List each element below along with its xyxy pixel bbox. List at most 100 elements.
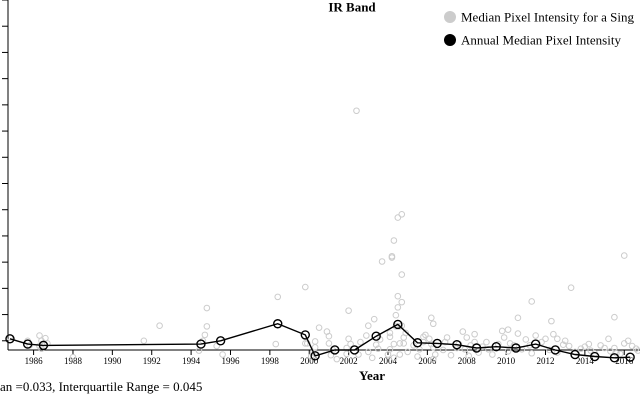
x-tick-label: 2006: [418, 356, 437, 366]
x-tick-label: 2014: [576, 356, 595, 366]
x-tick-label: 1998: [261, 356, 280, 366]
x-tick-label: 1996: [221, 356, 240, 366]
x-axis-label: Year: [359, 368, 385, 383]
scatter-point: [607, 347, 614, 355]
scatter-point: [443, 334, 451, 341]
scatter-point: [461, 346, 469, 353]
x-tick-label: 1988: [64, 356, 83, 366]
scatter-point: [203, 304, 211, 312]
scatter-point: [489, 351, 496, 358]
scatter-point: [634, 347, 640, 354]
scatter-point: [429, 320, 437, 328]
legend-marker: [444, 11, 456, 23]
scatter-point: [363, 332, 370, 339]
scatter-point: [374, 345, 382, 352]
scatter-point: [605, 335, 612, 343]
annual-median-marker: [625, 352, 635, 362]
scatter-point: [422, 331, 429, 339]
scatter-point: [378, 258, 386, 265]
scatter-point: [390, 237, 398, 244]
scatter-point: [498, 327, 506, 335]
scatter-point: [459, 328, 467, 335]
scatter-point: [483, 338, 490, 346]
scatter-point: [274, 293, 282, 301]
scatter-point: [390, 340, 398, 348]
annual-median-marker: [5, 334, 15, 344]
annual-median-marker: [570, 349, 580, 360]
scatter-point: [301, 283, 309, 291]
scatter-point: [479, 343, 486, 350]
scatter-point: [447, 351, 455, 359]
annual-median-marker: [609, 353, 620, 363]
scatter-point: [368, 354, 376, 362]
annual-median-marker: [22, 339, 33, 349]
scatter-point: [617, 350, 624, 358]
scatter-point: [400, 340, 408, 347]
scatter-point: [357, 338, 364, 346]
scatter-point: [353, 107, 360, 115]
chart-title: IR Band: [328, 0, 376, 15]
scatter-point: [333, 355, 341, 363]
scatter-point: [301, 340, 309, 347]
scatter-point: [392, 311, 400, 319]
scatter-point: [471, 330, 478, 338]
scatter-point: [504, 326, 512, 333]
scatter-point: [140, 337, 148, 345]
annual-median-marker: [590, 351, 600, 362]
scatter-point: [364, 322, 372, 330]
x-tick-label: 2000: [300, 356, 319, 366]
annual-median-marker: [452, 340, 462, 350]
scatter-point: [396, 340, 404, 347]
scatter-point: [420, 333, 427, 341]
annual-median-marker: [330, 345, 340, 355]
annual-median-marker: [412, 338, 423, 348]
scatter-point: [398, 211, 406, 218]
scatter-point: [347, 340, 354, 348]
scatter-point: [567, 284, 575, 292]
scatter-point: [156, 322, 163, 330]
annual-median-marker: [38, 340, 49, 351]
scatter-point: [463, 334, 471, 341]
x-tick-label: 1992: [143, 356, 161, 366]
scatter-point: [514, 314, 522, 322]
scatter-point: [386, 346, 394, 353]
scatter-point: [325, 332, 333, 340]
scatter-point: [372, 341, 380, 349]
scatter-point: [514, 330, 522, 337]
legend: Median Pixel Intensity for a Sing Annual …: [444, 10, 634, 48]
scatter-point: [528, 349, 536, 357]
scatter-point: [546, 346, 553, 354]
scatter-point: [402, 329, 410, 337]
scatter-point: [386, 333, 394, 341]
annual-median-marker: [550, 345, 561, 355]
annual-median-marker: [432, 338, 442, 349]
scatter-point: [398, 298, 406, 306]
scatter-point: [504, 347, 512, 355]
scatter-point: [343, 344, 350, 352]
legend-marker: [444, 34, 456, 46]
annual-median-marker: [371, 331, 381, 341]
scatter-point: [601, 344, 608, 352]
scatter-point: [414, 353, 421, 360]
scatter-point: [388, 252, 396, 260]
annual-median-marker: [196, 339, 206, 349]
annual-median-marker: [273, 319, 283, 329]
scatter-point: [272, 340, 280, 348]
x-tick-label: 1986: [25, 356, 44, 366]
scatter-point: [550, 330, 557, 338]
scatter-point: [398, 271, 406, 278]
scatter-point: [528, 298, 536, 305]
scatter-point: [624, 337, 632, 345]
scatter-point: [506, 340, 514, 347]
scatter-point: [311, 338, 319, 345]
x-tick-label: 2012: [536, 356, 554, 366]
scatter-point: [394, 304, 402, 311]
scatter-point: [577, 345, 585, 352]
scatter-point: [554, 335, 561, 343]
scatter-point: [565, 342, 573, 350]
legend-label: Median Pixel Intensity for a Sing: [461, 10, 634, 25]
x-tick-label: 2016: [615, 356, 634, 366]
scatter-point: [394, 214, 402, 221]
scatter-point: [559, 341, 567, 349]
scatter-point: [620, 252, 628, 259]
